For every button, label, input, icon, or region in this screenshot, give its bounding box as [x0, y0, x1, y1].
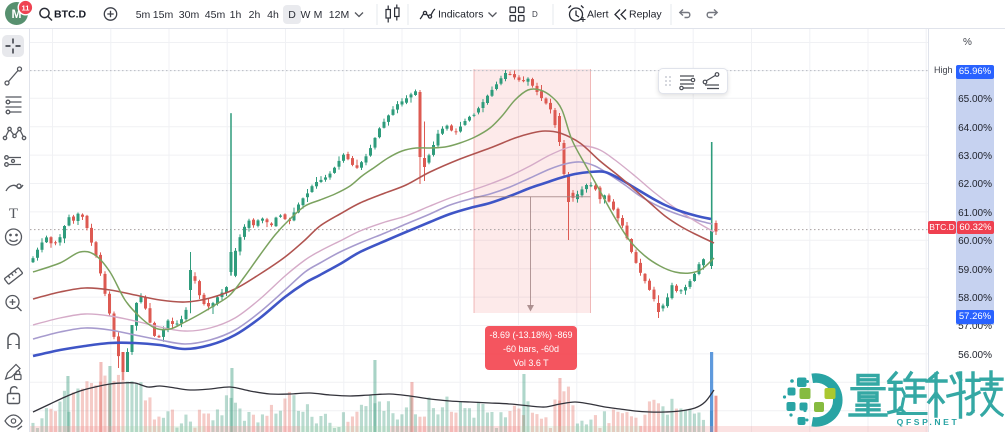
svg-text:11: 11 — [22, 3, 30, 12]
svg-text:D: D — [532, 10, 538, 19]
svg-text:BTC.D: BTC.D — [54, 9, 86, 21]
svg-text:M: M — [314, 9, 323, 21]
svg-text:30m: 30m — [179, 9, 200, 21]
svg-text:45m: 45m — [205, 9, 226, 21]
svg-text:12M: 12M — [329, 9, 349, 21]
svg-text:W: W — [301, 9, 311, 21]
svg-text:M: M — [12, 7, 22, 21]
svg-text:4h: 4h — [267, 9, 279, 21]
svg-text:D: D — [288, 9, 296, 21]
svg-text:Replay: Replay — [629, 9, 662, 21]
svg-text:1h: 1h — [230, 9, 242, 21]
svg-text:Indicators: Indicators — [438, 9, 484, 21]
svg-text:5m: 5m — [136, 9, 151, 21]
svg-text:QFSP.NET: QFSP.NET — [897, 417, 960, 427]
svg-text:15m: 15m — [153, 9, 174, 21]
svg-text:2h: 2h — [249, 9, 261, 21]
svg-text:Alert: Alert — [587, 9, 609, 21]
svg-text:T: T — [9, 206, 18, 222]
